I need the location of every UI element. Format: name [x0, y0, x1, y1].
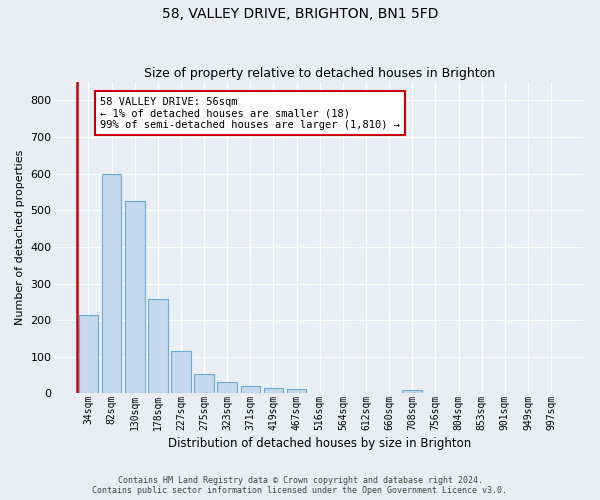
Bar — [287, 390, 307, 394]
Text: 58, VALLEY DRIVE, BRIGHTON, BN1 5FD: 58, VALLEY DRIVE, BRIGHTON, BN1 5FD — [162, 8, 438, 22]
Text: Contains HM Land Registry data © Crown copyright and database right 2024.
Contai: Contains HM Land Registry data © Crown c… — [92, 476, 508, 495]
X-axis label: Distribution of detached houses by size in Brighton: Distribution of detached houses by size … — [168, 437, 472, 450]
Title: Size of property relative to detached houses in Brighton: Size of property relative to detached ho… — [144, 66, 495, 80]
Bar — [241, 386, 260, 394]
Bar — [125, 201, 145, 394]
Bar — [171, 350, 191, 394]
Bar — [333, 392, 353, 394]
Y-axis label: Number of detached properties: Number of detached properties — [15, 150, 25, 326]
Bar — [79, 314, 98, 394]
Text: 58 VALLEY DRIVE: 56sqm
← 1% of detached houses are smaller (18)
99% of semi-deta: 58 VALLEY DRIVE: 56sqm ← 1% of detached … — [100, 96, 400, 130]
Bar — [263, 388, 283, 394]
Bar — [194, 374, 214, 394]
Bar — [403, 390, 422, 394]
Bar — [102, 174, 121, 394]
Bar — [217, 382, 237, 394]
Bar — [148, 300, 167, 394]
Bar — [310, 392, 329, 394]
